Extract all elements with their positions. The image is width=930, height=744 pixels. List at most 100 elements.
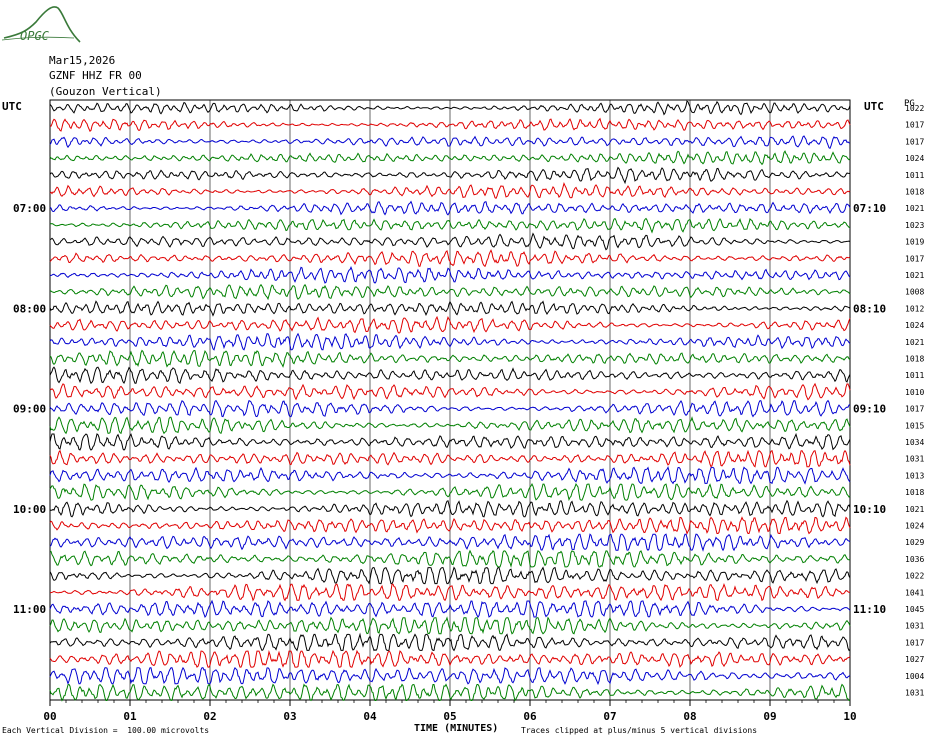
seismic-trace-25	[49, 499, 851, 518]
left-axis-label: UTC	[2, 100, 22, 113]
x-tick-label: 10	[843, 710, 856, 723]
seismic-trace-14	[49, 315, 851, 334]
trace-value-label: 1018	[905, 488, 924, 497]
x-tick-label: 07	[603, 710, 616, 723]
trace-value-label: 1027	[905, 655, 924, 664]
trace-value-label: 1022	[905, 104, 924, 113]
right-hour-label: 09:10	[853, 403, 886, 416]
trace-value-label: 1024	[905, 321, 924, 330]
trace-value-label: 1004	[905, 672, 924, 681]
x-tick-label: 02	[203, 710, 216, 723]
trace-value-label: 1023	[905, 221, 924, 230]
x-tick-label: 00	[43, 710, 56, 723]
x-tick-label: 09	[763, 710, 776, 723]
chart-labels: 00 01 02 03 04 05 06 07 08 09 10 1022 1017 1017 1024 10…	[13, 104, 924, 723]
seismic-trace-8	[49, 217, 851, 234]
seismic-trace-3	[49, 135, 851, 149]
seismic-trace-28	[49, 549, 851, 568]
seismic-trace-29	[49, 566, 851, 585]
trace-value-label: 1021	[905, 271, 924, 280]
x-tick-label: 06	[523, 710, 537, 723]
seismic-trace-17	[49, 366, 851, 385]
left-hour-label: 10:00	[13, 503, 46, 516]
seismic-trace-4	[49, 150, 851, 166]
trace-value-label: 1041	[905, 588, 924, 597]
seismic-trace-12	[49, 283, 851, 301]
trace-value-label: 1019	[905, 238, 924, 247]
x-tick-label: 05	[443, 710, 456, 723]
seismic-trace-30	[49, 583, 851, 602]
seismic-trace-35	[49, 666, 851, 686]
trace-value-label: 1022	[905, 572, 924, 581]
right-axis-label: UTC	[864, 100, 884, 113]
trace-value-label: 1008	[905, 288, 924, 297]
left-hour-label: 07:00	[13, 202, 46, 215]
trace-value-label: 1031	[905, 622, 924, 631]
seismic-trace-6	[49, 182, 851, 200]
seismic-trace-36	[49, 683, 851, 702]
x-tick-label: 04	[363, 710, 377, 723]
seismic-trace-10	[49, 249, 851, 268]
left-hour-label: 08:00	[13, 302, 46, 315]
logo-mountain-icon	[3, 6, 81, 43]
chart-traces	[49, 100, 851, 702]
x-tick-label: 08	[683, 710, 696, 723]
trace-value-label: 1045	[905, 605, 924, 614]
trace-value-label: 1036	[905, 555, 924, 564]
right-hour-label: 10:10	[853, 503, 886, 516]
header-station-name: (Gouzon Vertical)	[49, 85, 162, 98]
seismic-trace-26	[49, 516, 851, 535]
seismic-trace-16	[49, 349, 851, 368]
left-hour-label: 09:00	[13, 403, 46, 416]
trace-value-label: 1017	[905, 121, 924, 130]
seismic-trace-2	[49, 117, 851, 133]
trace-value-label: 1017	[905, 137, 924, 146]
seismic-trace-9	[49, 232, 851, 251]
logo-text: OPGC	[20, 29, 50, 43]
header-station: GZNF HHZ FR 00	[49, 69, 142, 82]
right-hour-label: 07:10	[853, 202, 886, 215]
chart-grid	[49, 99, 851, 706]
trace-value-label: 1029	[905, 538, 924, 547]
seismic-trace-21	[49, 432, 851, 451]
scale-note: Each Vertical Division = 100.00 microvol…	[2, 726, 210, 735]
trace-value-label: 1031	[905, 689, 924, 698]
seismic-trace-24	[49, 482, 851, 502]
trace-value-label: 1024	[905, 522, 924, 531]
trace-value-label: 1015	[905, 421, 924, 430]
trace-value-label: 1017	[905, 638, 924, 647]
trace-value-label: 1021	[905, 204, 924, 213]
trace-value-label: 1010	[905, 388, 924, 397]
trace-value-label: 1017	[905, 254, 924, 263]
seismic-trace-7	[49, 200, 851, 216]
seismic-trace-19	[49, 399, 851, 418]
seismic-trace-18	[49, 382, 851, 401]
trace-value-label: 1011	[905, 371, 924, 380]
trace-value-label: 1017	[905, 405, 924, 414]
seismic-trace-1	[49, 100, 851, 116]
seismic-trace-34	[49, 649, 851, 668]
trace-value-label: 1034	[905, 438, 924, 447]
trace-value-label: 1021	[905, 505, 924, 514]
trace-value-label: 1012	[905, 304, 924, 313]
x-tick-label: 01	[123, 710, 137, 723]
trace-value-label: 1011	[905, 171, 924, 180]
seismic-trace-13	[49, 300, 851, 317]
trace-value-label: 1013	[905, 471, 924, 480]
right-column-label: PG	[904, 99, 915, 109]
trace-value-label: 1018	[905, 188, 924, 197]
opgc-logo: OPGC	[1, 6, 81, 43]
x-tick-label: 03	[283, 710, 296, 723]
seismic-trace-32	[49, 616, 851, 635]
right-hour-label: 11:10	[853, 603, 886, 616]
seismic-trace-5	[49, 166, 851, 185]
left-hour-label: 11:00	[13, 603, 46, 616]
trace-value-label: 1024	[905, 154, 924, 163]
seismic-trace-22	[49, 449, 851, 468]
seismic-trace-23	[49, 466, 851, 485]
seismic-trace-27	[49, 533, 851, 552]
clip-note: Traces clipped at plus/minus 5 vertical …	[521, 726, 758, 735]
x-axis-title: TIME (MINUTES)	[414, 723, 499, 734]
right-hour-label: 08:10	[853, 302, 886, 315]
